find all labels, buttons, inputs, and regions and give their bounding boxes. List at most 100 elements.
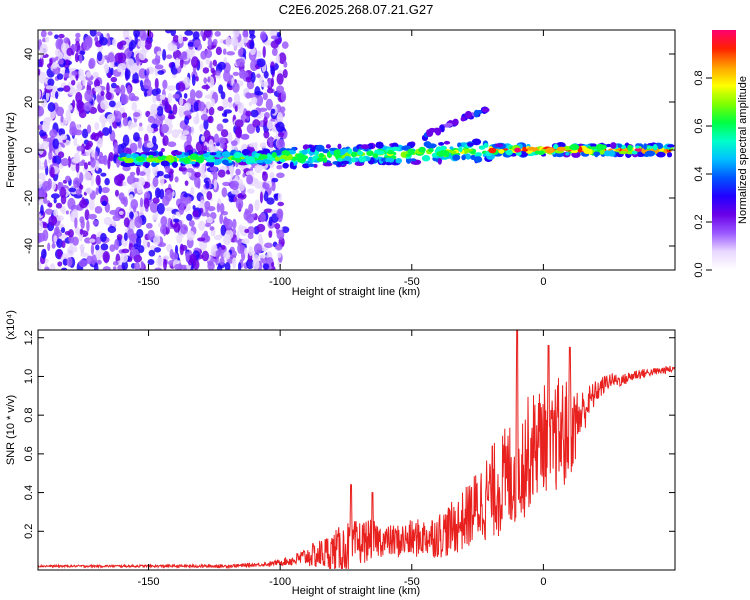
spectrogram-noise-blob	[130, 198, 139, 210]
spectrogram-noise-blob	[264, 40, 273, 46]
spectrogram-noise-blob	[48, 150, 53, 161]
spectrogram-marks	[38, 30, 675, 270]
spectrogram-noise-blob	[106, 82, 110, 94]
spectrogram-noise-blob	[250, 213, 256, 218]
spectrogram-track-blob	[387, 150, 395, 155]
spectrogram-noise-blob	[275, 38, 282, 44]
spectrogram-noise-blob	[54, 34, 59, 40]
spectrogram-noise-blob	[244, 247, 248, 256]
spectrogram-noise-blob	[216, 264, 223, 270]
spectrogram-track-blob	[617, 143, 622, 148]
spectrogram-noise-blob	[165, 30, 172, 34]
spectrogram-track-blob	[385, 157, 392, 163]
spectrogram-noise-blob	[47, 31, 53, 36]
spectrogram-noise-blob	[57, 87, 64, 92]
spectrogram-noise-blob	[182, 51, 188, 58]
spectrogram-noise-blob	[53, 208, 58, 218]
spectrogram-noise-blob	[109, 209, 119, 215]
spectrogram-noise-blob	[206, 191, 213, 201]
snr-x-tick-label: -50	[404, 576, 420, 588]
spectrogram-noise-blob	[235, 168, 241, 176]
spectrogram-noise-blob	[248, 203, 254, 214]
spectrogram-noise-blob	[93, 262, 99, 270]
spectrogram-noise-blob	[107, 158, 111, 170]
spectrogram-noise-blob	[101, 186, 110, 194]
spectrogram-noise-blob	[213, 178, 218, 190]
spectrogram-noise-blob	[76, 145, 84, 152]
spectrogram-noise-blob	[113, 175, 123, 186]
spectrogram-noise-blob	[79, 244, 85, 252]
spectrogram-noise-blob	[100, 90, 105, 96]
spectrogram-noise-blob	[167, 42, 175, 52]
snr-ticks: -150 -100 -50 0 0.2 0.4 0.6 0.8 1.0 1.2	[23, 330, 675, 588]
spectrogram-noise-blob	[137, 138, 142, 150]
spectrogram-noise-blob	[215, 46, 222, 56]
spectrogram-noise-blob	[175, 211, 181, 216]
snr-y-tick-label: 0.4	[23, 485, 35, 500]
spectrogram-track-blob	[291, 156, 298, 162]
spectrogram-noise-blob	[190, 56, 199, 68]
spectrogram-noise-blob	[231, 189, 240, 195]
spectrogram-noise-blob	[167, 141, 177, 148]
spectrogram-noise-blob	[120, 84, 126, 97]
spectrogram-noise-blob	[218, 84, 224, 94]
spectrogram-noise-blob	[220, 143, 225, 149]
spectrogram-noise-blob	[66, 245, 75, 258]
spectrogram-noise-blob	[146, 68, 150, 76]
spectrogram-noise-blob	[162, 195, 170, 206]
spectrogram-noise-blob	[142, 32, 147, 39]
spectrogram-noise-blob	[132, 72, 139, 84]
spectrogram-noise-blob	[122, 181, 127, 187]
spectrogram-track-blob	[157, 155, 168, 161]
spectrogram-track-blob	[356, 150, 364, 156]
spectrogram-track-blob	[452, 154, 461, 161]
spectrogram-noise-blob	[271, 261, 275, 268]
spectrogram-track-blob	[258, 150, 267, 154]
spectrogram-noise-blob	[186, 168, 195, 173]
spectrogram-noise-blob	[60, 227, 66, 234]
spectrogram-noise-blob	[71, 157, 81, 164]
spectrogram-noise-blob	[187, 171, 192, 177]
spectrogram-noise-blob	[96, 137, 103, 149]
spectrogram-track-blob	[358, 155, 364, 163]
spectrogram-noise-blob	[154, 64, 164, 70]
spectrogram-track-blob	[144, 162, 150, 169]
spectrogram-track-blob	[608, 150, 616, 157]
spectrogram-noise-blob	[203, 118, 209, 131]
spectrogram-noise-blob	[94, 206, 103, 214]
spectrogram-track-blob	[173, 162, 179, 166]
spectrogram-track-blob	[473, 156, 483, 163]
spectrogram-noise-blob	[87, 80, 94, 86]
spectrogram-noise-blob	[200, 163, 206, 171]
spectrogram-noise-blob	[223, 70, 231, 82]
spectrogram-noise-blob	[250, 166, 254, 172]
spectrogram-track-blob	[279, 158, 286, 163]
spectrogram-noise-blob	[47, 78, 55, 87]
spectrogram-noise-blob	[263, 208, 273, 213]
spectrogram-noise-blob	[88, 213, 97, 220]
spectrogram-track-blob	[505, 149, 513, 156]
spectrogram-noise-blob	[160, 147, 166, 153]
spectrogram-noise-blob	[159, 174, 165, 187]
spectrogram-track-blob	[197, 150, 205, 155]
spectrogram-noise-blob	[202, 67, 210, 74]
spectrogram-track-blob	[190, 161, 196, 165]
spectrogram-noise-blob	[112, 266, 117, 270]
spectrogram-noise-blob	[114, 189, 119, 197]
spectrogram-noise-blob	[60, 134, 68, 141]
spectrogram-noise-blob	[70, 79, 76, 86]
spectrogram-track-blob	[308, 156, 313, 163]
spectrogram-noise-blob	[162, 79, 168, 90]
spectrogram-noise-blob	[177, 129, 183, 134]
spectrogram-noise-blob	[149, 201, 159, 213]
spectrogram-noise-blob	[190, 125, 195, 136]
spectrogram-branch-blob	[464, 110, 473, 119]
spectrogram-noise-blob	[43, 197, 48, 204]
spectrogram-track-blob	[477, 152, 482, 157]
spectrogram-noise-blob	[247, 226, 255, 235]
spectrogram-noise-blob	[267, 78, 272, 88]
spectrogram-x-axis-label: Height of straight line (km)	[292, 286, 420, 298]
spectrogram-noise-blob	[263, 130, 270, 139]
colorbar-tick-label: 0.4	[693, 166, 705, 181]
spectrogram-track-blob	[652, 143, 658, 151]
